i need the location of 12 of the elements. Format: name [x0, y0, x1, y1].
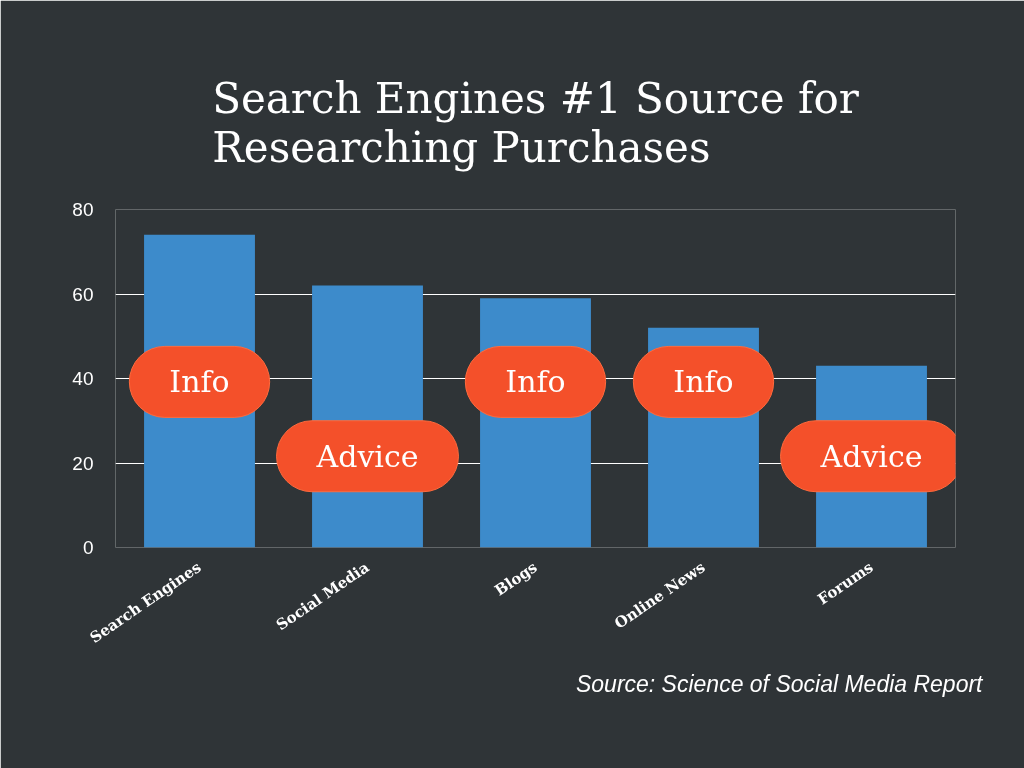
annotation: Info [169, 364, 230, 400]
annotation: Advice [315, 438, 419, 474]
annotation: Info [505, 364, 566, 400]
y-tick-label: 60 [72, 283, 94, 305]
y-tick-label: 20 [72, 452, 94, 474]
y-tick-label: 0 [82, 537, 94, 558]
y-tick-label: 80 [72, 199, 94, 220]
source-note: Source: Science of Social Media Report [575, 670, 985, 697]
chart-title: Search Engines #1 Source for Researching Purchases [212, 74, 860, 172]
y-tick-label: 40 [72, 368, 94, 389]
annotation: Info [673, 364, 734, 400]
annotation: Advice [819, 438, 923, 474]
